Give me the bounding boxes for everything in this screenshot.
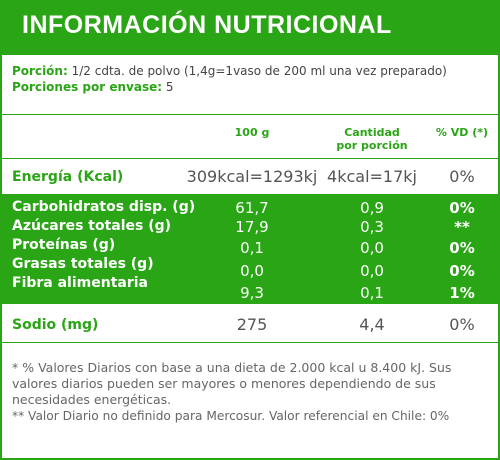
footnote-line-3: necesidades energéticas. [12,392,172,407]
protein-vd: 0% [449,239,475,257]
fat-per-portion: 0,0 [360,262,384,280]
energy-per100: 309kcal=1293kj [186,167,318,186]
energy-vd: 0% [449,167,475,186]
footnote-line-2: valores diarios pueden ser mayores o men… [12,376,436,391]
sodium-per100: 275 [236,315,268,334]
protein-label: Proteínas (g) [12,237,116,253]
panel-title: INFORMACIÓN NUTRICIONAL [22,11,392,39]
divider-top [2,114,498,115]
sugars-per100: 17,9 [235,218,269,236]
portions-per-container-line: Porciones por envase: 5 [12,80,174,94]
carbs-vd: 0% [449,199,475,217]
protein-per-portion: 0,0 [360,239,384,257]
sugars-vd: ** [454,218,470,236]
portion-label: Porción: [12,64,68,78]
header-bar: INFORMACIÓN NUTRICIONAL [0,0,500,55]
sodium-label: Sodio (mg) [12,317,99,333]
divider-energy-top [2,158,498,159]
energy-per-portion: 4kcal=17kj [327,167,417,186]
carbs-per100: 61,7 [235,199,269,217]
carbs-label: Carbohidratos disp. (g) [12,199,196,215]
fiber-per-portion: 0,1 [360,284,384,302]
fiber-per100: 9,3 [240,284,264,302]
sodium-vd: 0% [449,315,475,334]
energy-label: Energía (Kcal) [12,169,124,185]
footnote-line-4: ** Valor Diario no definido para Mercosu… [12,409,450,423]
fat-vd: 0% [449,262,475,280]
portions-per-container-label: Porciones por envase: [12,80,163,94]
col-header-per-portion-line2: por porción [336,139,408,152]
carbs-per-portion: 0,9 [360,199,384,217]
divider-footnotes [2,342,498,343]
fat-per100: 0,0 [240,262,264,280]
col-header-vd: % VD (*) [435,126,489,139]
portions-per-container-value: 5 [162,80,174,94]
protein-per100: 0,1 [240,239,264,257]
fat-label: Grasas totales (g) [12,256,154,272]
fiber-label: Fibra alimentaria [12,275,148,291]
fiber-vd: 1% [449,284,475,302]
col-header-per-portion-line1: Cantidad [344,126,400,139]
sodium-per-portion: 4,4 [359,315,385,334]
col-header-100g: 100 g [234,126,270,139]
sugars-per-portion: 0,3 [360,218,384,236]
sugars-label: Azúcares totales (g) [12,218,172,234]
portion-value: 1/2 cdta. de polvo (1,4g=1vaso de 200 ml… [67,64,447,78]
nutrients-band: Carbohidratos disp. (g) Azúcares totales… [2,194,498,304]
footnote-line-1: * % Valores Diarios con base a una dieta… [12,360,452,375]
col-header-per-portion: Cantidad por porción [317,126,427,152]
portion-line: Porción: 1/2 cdta. de polvo (1,4g=1vaso … [12,64,447,78]
